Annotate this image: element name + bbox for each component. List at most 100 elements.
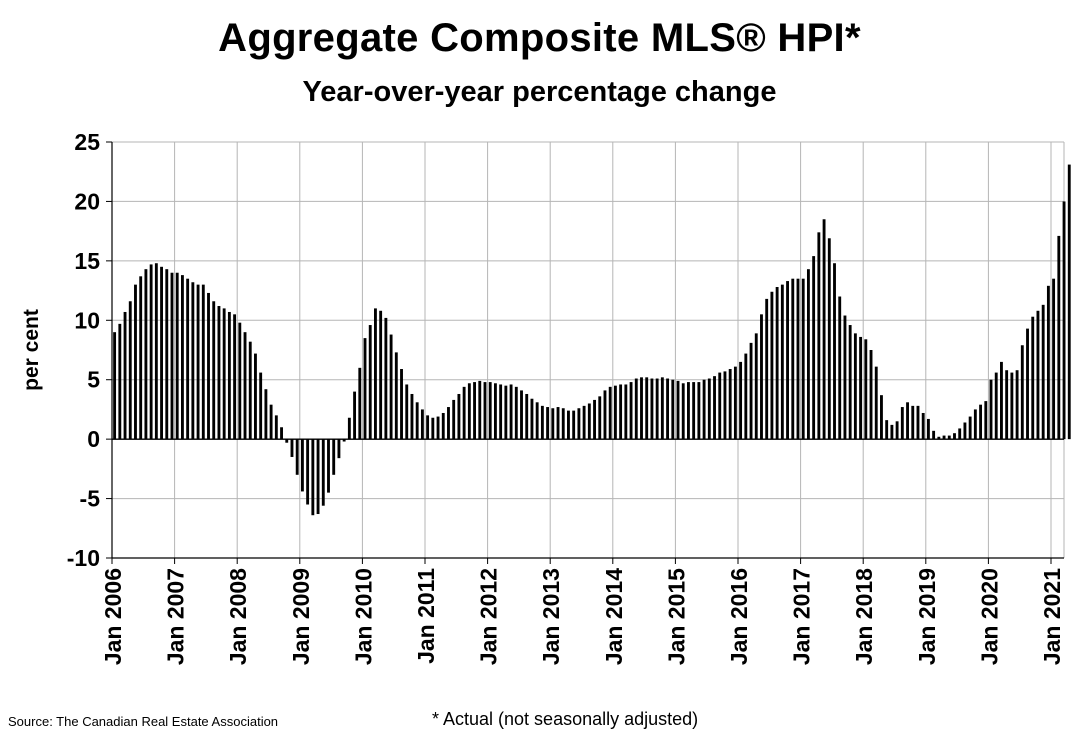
bar	[389, 334, 393, 440]
bar	[535, 402, 539, 440]
bar	[196, 284, 200, 440]
bar	[165, 269, 169, 440]
bar	[530, 398, 534, 440]
bar	[300, 439, 304, 492]
bar	[248, 341, 252, 440]
bar	[812, 256, 816, 440]
footnote: * Actual (not seasonally adjusted)	[432, 709, 699, 729]
bar	[770, 291, 774, 440]
x-tick-label: Jan 2006	[100, 568, 126, 665]
bar	[347, 417, 351, 440]
bar	[405, 384, 409, 440]
bar	[128, 301, 132, 440]
bar	[160, 266, 163, 440]
bar	[222, 308, 226, 440]
bar	[337, 439, 341, 459]
bar	[775, 287, 779, 440]
bar	[572, 410, 576, 440]
bar	[426, 415, 430, 440]
x-tick-label: Jan 2007	[163, 568, 189, 665]
bar	[353, 391, 357, 440]
bar	[551, 408, 555, 440]
bar	[979, 404, 983, 440]
bar	[619, 384, 623, 440]
bar	[859, 336, 863, 440]
bar	[973, 409, 977, 440]
bar	[394, 352, 398, 440]
bar	[1041, 304, 1045, 440]
bar	[1046, 285, 1050, 440]
bar	[306, 439, 310, 505]
bar	[671, 379, 675, 440]
bar	[848, 325, 852, 440]
bar	[681, 383, 685, 440]
bar	[765, 298, 769, 440]
bar	[483, 382, 487, 440]
bar	[853, 333, 857, 440]
bar	[285, 439, 289, 443]
bar	[707, 378, 711, 440]
bar	[1031, 316, 1035, 440]
bar	[906, 402, 909, 440]
bar	[478, 380, 482, 440]
y-tick-label: -5	[80, 486, 101, 512]
bar	[827, 238, 831, 440]
bar	[488, 382, 492, 440]
bar	[546, 407, 550, 440]
bar	[833, 263, 836, 440]
bar	[1020, 345, 1024, 440]
bar	[874, 366, 878, 440]
bar	[186, 278, 190, 440]
chart-title: Aggregate Composite MLS® HPI*	[218, 16, 861, 60]
bar	[733, 366, 737, 440]
bar	[447, 407, 450, 440]
bar	[1000, 361, 1003, 440]
bar	[587, 403, 591, 440]
bar	[525, 393, 529, 440]
bar	[895, 421, 899, 440]
bar	[926, 418, 930, 440]
x-tick-label: Jan 2011	[413, 568, 439, 664]
bar	[264, 389, 268, 440]
bar	[634, 378, 638, 440]
bar	[916, 405, 920, 440]
bar	[624, 384, 628, 440]
bar	[1052, 278, 1056, 440]
y-tick-label: 5	[87, 367, 100, 393]
bar	[1026, 328, 1029, 440]
bar	[321, 439, 325, 506]
bar	[280, 427, 283, 440]
bar	[217, 306, 221, 440]
bar	[843, 315, 847, 440]
bar	[650, 378, 654, 440]
bar	[462, 386, 466, 440]
bar	[201, 284, 205, 440]
bar	[436, 416, 440, 440]
bar	[420, 409, 424, 440]
bar	[702, 379, 706, 440]
bar	[608, 386, 612, 440]
x-tick-label: Jan 2009	[288, 568, 314, 665]
x-tick-label: Jan 2020	[976, 568, 1002, 665]
bar	[567, 410, 570, 440]
bar	[243, 332, 247, 440]
bar	[911, 405, 915, 440]
chart-subtitle: Year-over-year percentage change	[302, 76, 777, 108]
bar	[227, 311, 231, 440]
bar	[760, 314, 763, 440]
bar	[749, 342, 753, 440]
source-note: Source: The Canadian Real Estate Associa…	[8, 714, 279, 729]
bar	[838, 296, 842, 440]
bar	[953, 433, 956, 440]
bar	[754, 333, 758, 440]
bar	[801, 278, 805, 440]
bar	[640, 377, 643, 440]
bar	[577, 408, 581, 440]
bar	[113, 332, 117, 440]
bar	[692, 382, 696, 440]
x-tick-label: Jan 2017	[789, 568, 815, 665]
bar	[311, 439, 315, 516]
bar	[233, 314, 237, 440]
bar	[697, 382, 701, 440]
bar	[259, 372, 263, 440]
